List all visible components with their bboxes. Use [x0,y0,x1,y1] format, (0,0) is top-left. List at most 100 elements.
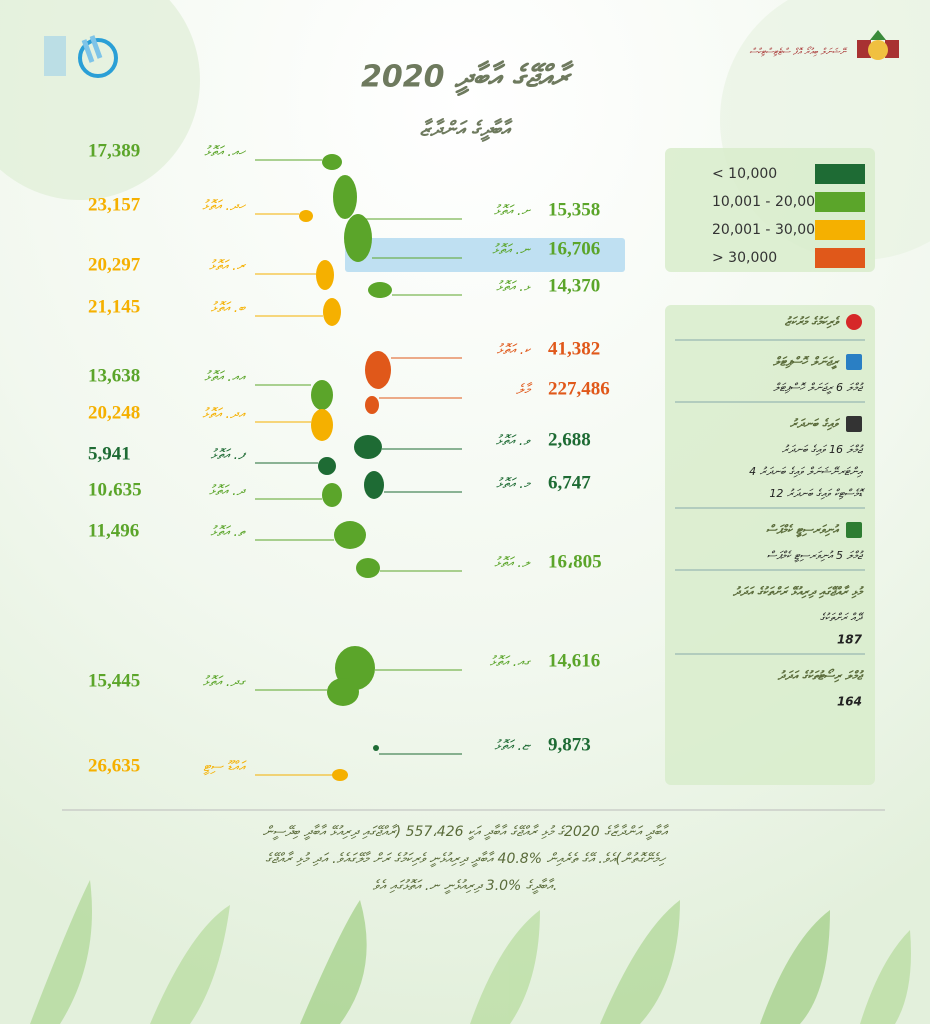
atoll [368,282,392,298]
legend-swatch [815,192,865,212]
value-label: 20,297 [88,254,141,275]
footer-text: އާބާދީ އަންދާޒާގެ 2020ގެ މުޅި ރާއްޖޭގެ އ… [263,823,670,841]
atoll [365,351,391,389]
value-label: 14,370 [548,275,600,296]
info-number: 164 [837,695,862,709]
atoll-name: ނ. އަތޮޅު [492,242,532,258]
value-label: 23,157 [88,194,141,215]
logo-right [857,30,899,60]
info-icon [846,354,862,370]
atoll-name: ހއ. އަތޮޅު [204,144,246,160]
info-title: މުޅި ރާއްޖޭގައި ދިރިއުޅޭ ރަށްތަކުގެ އަދަ… [732,585,864,599]
atoll-name: ރ. އަތޮޅު [209,258,247,274]
atoll-name: ޏ. އަތޮޅު [494,738,531,754]
value-label: 6,747 [548,472,591,493]
atoll-name: މާލެ [516,381,533,398]
value-label: 14,616 [548,650,600,671]
atoll [333,175,357,219]
org-name: ނޭޝަނަލް ބިއުރޯ އޮފް ސްޓެޓިސްޓިކްސް [749,47,848,58]
atoll [323,298,341,326]
atoll [318,457,336,475]
value-label: 227,486 [548,378,610,399]
atoll [311,409,333,441]
atoll-name: ހދ. އަތޮޅު [202,198,246,214]
info-line: އިންޓަރނޭޝަނަލް ވައިގެ ބަނދަރު 4 [749,465,863,478]
value-label: 16,706 [548,238,600,259]
info-icon [846,522,862,538]
legend-swatch [815,220,865,240]
info-title: ވައިގެ ބަނދަރު [789,417,840,431]
info-title: ޖުމްލަ ރިސޯޓުތަކުގެ އަދަދު [777,669,865,683]
value-label: 17,389 [88,140,140,161]
footer-text: ހިމެނޭގޮތުން)އެވެ. އޭގެ ތެރެއިން %40.8 އ… [265,850,666,868]
legend-label: > 30,000 [712,250,777,266]
info-box [665,305,875,785]
info-number: 187 [837,633,863,647]
atoll-name: ގދ. އަތޮޅު [203,674,247,690]
value-label: 15,445 [88,670,140,691]
value-label: 11,496 [88,520,139,541]
legend-swatch [815,248,865,268]
atoll-name: އައްޑޫ ސިޓީ [203,759,248,776]
highlight [345,238,625,272]
atoll-name: އދ. އަތޮޅު [202,406,246,422]
value-label: 9,873 [548,734,591,755]
value-label: 13,638 [88,365,140,386]
atoll [354,435,382,459]
atoll-name: ޅ. އަތޮޅު [496,279,532,295]
value-label: 41,382 [548,338,600,359]
atoll-name: ގއ. އަތޮޅު [490,654,532,670]
info-title: ރީޖަނަލް ހޮސްޕިޓަލް [772,355,840,370]
info-line: ޑޮމެސްޓިކް ވައިގެ ބަނދަރު 12 [769,487,865,500]
legend-label: 10,001 - 20,000 [712,194,824,210]
atoll-name: ދ. އަތޮޅު [209,483,247,499]
atoll-name: ވ. އަތޮޅު [496,433,532,449]
title: ރާއްޖޭގެ އާބާދީ 2020 [361,60,575,97]
atoll [356,558,380,578]
atoll-name: ބ. އަތޮޅު [211,300,247,316]
value-label: 10،635 [88,479,142,500]
legend-label: < 10,000 [712,166,777,182]
info-line: ޖުމްލަ 16 ވައިގެ ބަނދަރު [782,443,865,456]
atoll [332,769,348,781]
value-label: 21,145 [88,296,140,317]
atoll-name: މ. އަތޮޅު [496,476,532,492]
atoll-name: އއ. އަތޮޅު [204,369,246,385]
leaves [30,880,911,1024]
atoll [322,154,342,170]
value-label: 15,358 [548,199,600,220]
value-label: 5,941 [88,443,131,464]
value-label: 2,688 [548,429,591,450]
info-icon [846,416,862,432]
subtitle: އާބާދީގެ އަންދާޒާ [420,117,513,143]
value-label: 16،805 [548,551,602,572]
footer-text: އާބާދީގެ %3.0 ދިރިއުޅެނީ ނ. އަތޮޅުގައި އ… [373,877,558,895]
atoll-name: ފ. އަތޮޅު [211,447,248,463]
info-title: ވެރިކަމުގެ މަރުކަޒު [785,315,840,329]
atoll-name: ތ. އަތޮޅު [210,524,246,540]
atoll [322,483,342,507]
atoll-name: ށ. އަތޮޅު [494,203,532,219]
logo-left [44,35,118,78]
atoll [299,210,313,222]
info-line: ޖުމްލަ 5 އުނިވަރސިޓީ ކެމްޕަސް [767,549,864,563]
legend-label: 20,001 - 30,000 [712,222,824,238]
atoll [311,380,333,410]
atoll [327,678,359,706]
atoll [364,471,384,499]
atoll-name: ލ. އަތޮޅު [494,555,531,571]
atoll-name: ކ. އަތޮޅު [497,342,532,358]
atoll [373,745,379,751]
value-label: 26,635 [88,755,140,776]
atoll [344,214,372,262]
atoll [334,521,366,549]
legend-swatch [815,164,865,184]
info-title: އުނިވަރސިޓީ ކެމްޕަސް [766,523,840,538]
atoll [316,260,334,290]
info-line: ދޭއް ރަށްތަކުގެ [820,611,865,624]
info-line: ޖުމްލަ 6 ރީޖަނަލް ހޮސްޕިޓަލް [773,381,864,395]
value-label: 20,248 [88,402,140,423]
info-icon [846,314,862,330]
